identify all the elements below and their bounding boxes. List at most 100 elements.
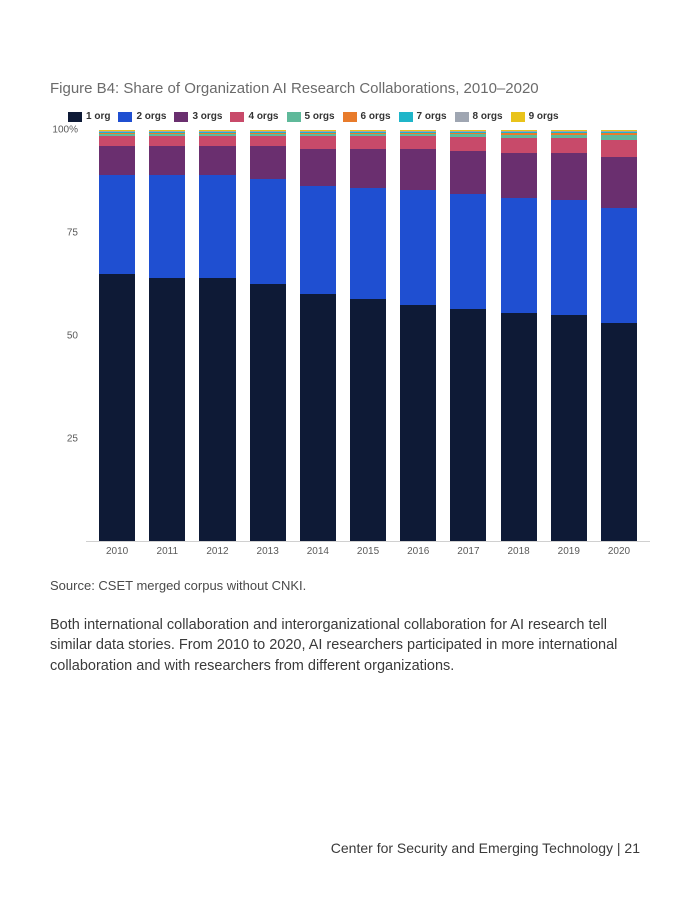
bar-segment (501, 313, 537, 541)
bar-segment (300, 136, 336, 148)
stacked-bar (551, 130, 587, 541)
stacked-bar (350, 130, 386, 541)
legend-label: 9 orgs (529, 111, 559, 122)
bar-segment (601, 323, 637, 541)
source-line: Source: CSET merged corpus without CNKI. (50, 578, 650, 593)
y-tick-label: 25 (67, 434, 78, 445)
y-tick-label: 100% (52, 125, 78, 136)
legend-label: 2 orgs (136, 111, 166, 122)
legend-item: 6 orgs (343, 111, 391, 122)
bar-segment (450, 137, 486, 150)
bar-segment (501, 198, 537, 313)
legend-label: 5 orgs (305, 111, 335, 122)
bar-segment (601, 140, 637, 156)
legend-item: 2 orgs (118, 111, 166, 122)
bar-segment (350, 136, 386, 148)
stacked-bar (199, 130, 235, 541)
legend-swatch-icon (455, 112, 469, 122)
bar-segment (199, 136, 235, 146)
bar-column (594, 130, 644, 541)
body-paragraph: Both international collaboration and int… (50, 615, 650, 676)
bar-column (92, 130, 142, 541)
legend-label: 7 orgs (417, 111, 447, 122)
bar-segment (199, 146, 235, 175)
stacked-bar (601, 130, 637, 541)
legend-swatch-icon (287, 112, 301, 122)
stacked-bar (149, 130, 185, 541)
legend-item: 1 org (68, 111, 110, 122)
stacked-bar (400, 130, 436, 541)
legend-label: 4 orgs (248, 111, 278, 122)
bar-segment (400, 136, 436, 148)
bar-segment (601, 157, 637, 208)
bar-segment (551, 138, 587, 152)
x-tick-label: 2012 (192, 542, 242, 560)
y-tick-label: 75 (67, 228, 78, 239)
legend-swatch-icon (399, 112, 413, 122)
bar-segment (400, 190, 436, 305)
legend-swatch-icon (230, 112, 244, 122)
x-tick-label: 2015 (343, 542, 393, 560)
bar-column (494, 130, 544, 541)
legend-swatch-icon (174, 112, 188, 122)
bar-column (243, 130, 293, 541)
x-tick-label: 2019 (544, 542, 594, 560)
bar-segment (250, 136, 286, 146)
bar-segment (350, 188, 386, 299)
bar-segment (501, 153, 537, 198)
bar-column (544, 130, 594, 541)
legend-label: 8 orgs (473, 111, 503, 122)
bar-segment (99, 136, 135, 146)
bar-segment (450, 309, 486, 541)
page-footer: Center for Security and Emerging Technol… (331, 840, 640, 856)
bar-segment (149, 278, 185, 541)
bar-segment (250, 179, 286, 284)
legend-swatch-icon (511, 112, 525, 122)
x-axis: 2010201120122013201420152016201720182019… (86, 542, 650, 560)
y-tick-label: 50 (67, 331, 78, 342)
bar-segment (99, 274, 135, 541)
x-tick-label: 2014 (293, 542, 343, 560)
bar-segment (99, 175, 135, 274)
legend-swatch-icon (68, 112, 82, 122)
bar-column (343, 130, 393, 541)
bar-segment (601, 208, 637, 323)
legend-item: 7 orgs (399, 111, 447, 122)
bar-segment (551, 153, 587, 200)
bar-segment (300, 186, 336, 295)
stacked-bar (450, 130, 486, 541)
x-tick-label: 2010 (92, 542, 142, 560)
bar-column (393, 130, 443, 541)
bar-segment (250, 146, 286, 179)
chart-legend: 1 org 2 orgs 3 orgs 4 orgs 5 orgs 6 orgs 7 org… (68, 111, 650, 122)
stacked-bar (300, 130, 336, 541)
legend-label: 6 orgs (361, 111, 391, 122)
bar-segment (149, 136, 185, 146)
bar-segment (501, 138, 537, 152)
legend-item: 8 orgs (455, 111, 503, 122)
plot-area (86, 130, 650, 542)
x-tick-label: 2013 (243, 542, 293, 560)
stacked-bar (99, 130, 135, 541)
stacked-bar (250, 130, 286, 541)
legend-item: 9 orgs (511, 111, 559, 122)
legend-swatch-icon (118, 112, 132, 122)
figure-title: Figure B4: Share of Organization AI Rese… (50, 80, 650, 97)
bar-segment (250, 284, 286, 541)
bar-segment (551, 200, 587, 315)
legend-swatch-icon (343, 112, 357, 122)
bar-segment (350, 149, 386, 188)
x-tick-label: 2018 (494, 542, 544, 560)
bar-segment (300, 294, 336, 541)
bar-segment (149, 175, 185, 278)
bar-segment (99, 146, 135, 175)
x-tick-label: 2020 (594, 542, 644, 560)
legend-label: 1 org (86, 111, 110, 122)
legend-label: 3 orgs (192, 111, 222, 122)
stacked-bar (501, 130, 537, 541)
report-page: Figure B4: Share of Organization AI Rese… (0, 0, 700, 906)
x-tick-label: 2011 (142, 542, 192, 560)
bar-segment (450, 151, 486, 194)
bar-segment (400, 149, 436, 190)
x-tick-label: 2016 (393, 542, 443, 560)
